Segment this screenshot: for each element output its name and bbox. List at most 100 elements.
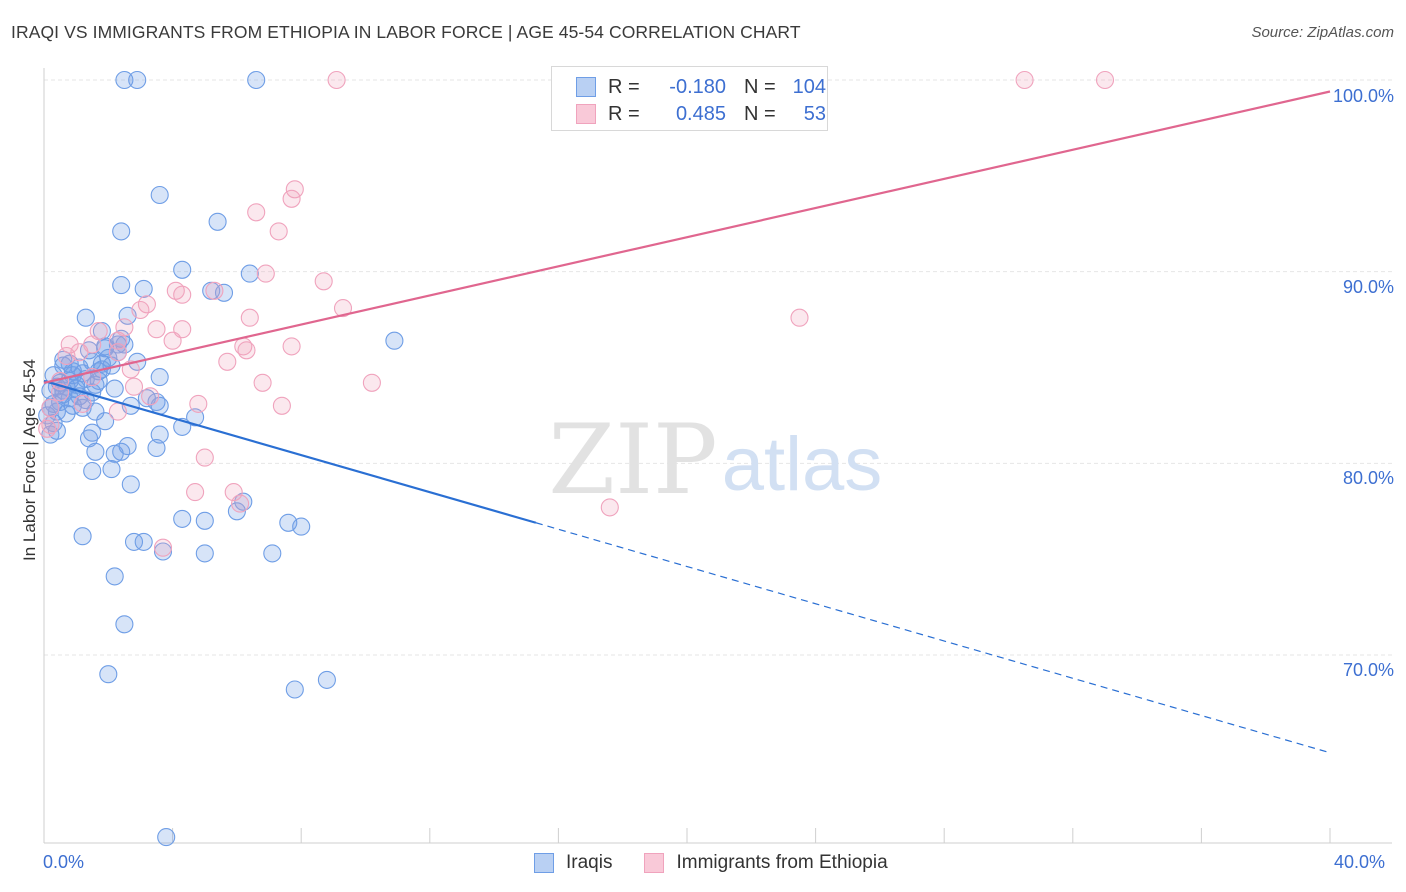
iraqi-point	[247, 70, 266, 90]
iraqi-point	[83, 461, 102, 481]
r-label: R =	[608, 75, 640, 98]
iraqi-point	[153, 542, 173, 561]
iraqis-trend-extension	[535, 522, 1331, 754]
iraqi-point	[73, 527, 92, 546]
ethiopia-point	[247, 203, 266, 222]
iraqi-point	[186, 408, 205, 427]
y-tick-100: 100.0%	[1332, 86, 1394, 106]
ethiopia-point	[141, 387, 160, 406]
watermark-atlas: atlas	[722, 422, 883, 507]
iraqi-point	[173, 509, 192, 528]
iraqi-point	[115, 70, 134, 90]
iraqi-point	[54, 356, 73, 375]
ethiopia-point	[256, 264, 275, 283]
ethiopia-point	[1015, 70, 1034, 90]
iraqi-point	[105, 379, 124, 398]
iraqi-point	[150, 368, 169, 387]
ethiopia-point	[600, 498, 619, 517]
iraqi-point	[234, 492, 253, 511]
n-label: N =	[744, 75, 776, 98]
ethiopia-point	[285, 180, 304, 199]
trend-lines	[43, 90, 1331, 754]
ethiopia-point	[231, 494, 250, 513]
ethiopia-point	[195, 448, 214, 467]
y-tick-80: 80.0%	[1342, 468, 1394, 488]
ethiopia-point	[327, 70, 346, 90]
ethiopia-point	[205, 281, 224, 300]
ethiopia-point	[282, 337, 301, 356]
r-value: 0.485	[675, 102, 726, 125]
iraqis-legend-label: Iraqis	[566, 852, 613, 873]
iraqi-point	[76, 308, 95, 327]
ethiopia-point	[186, 483, 205, 502]
iraqi-point	[195, 544, 214, 563]
x-tick-max: 40.0%	[1334, 852, 1386, 872]
correlation-legend: R = -0.180 N = 104 R = 0.485 N = 53	[551, 66, 828, 131]
x-tick-min: 0.0%	[43, 852, 85, 872]
iraqi-point	[292, 517, 311, 536]
n-value: 104	[792, 75, 826, 98]
iraqi-point	[173, 260, 192, 279]
ethiopia-point	[240, 308, 259, 327]
iraqis-legend-swatch	[534, 853, 554, 873]
ethiopia-legend-swatch	[644, 853, 665, 873]
iraqis-trend-line	[43, 379, 537, 524]
y-axis-label: In Labor Force | Age 45-54	[20, 359, 39, 561]
ethiopia-points	[38, 70, 1115, 557]
iraqi-point	[83, 423, 102, 442]
iraqi-point	[112, 442, 131, 461]
ethiopia-point	[153, 538, 173, 557]
ethiopia-point	[60, 335, 79, 354]
ethiopia-point	[790, 308, 809, 327]
ethiopia-trend-line	[43, 90, 1331, 384]
iraqi-point	[285, 680, 304, 699]
iraqi-point	[240, 264, 259, 283]
iraqi-point	[150, 185, 169, 205]
watermark-zip: ZIP	[548, 404, 717, 516]
iraqi-point	[385, 331, 404, 350]
iraqi-point	[115, 615, 134, 634]
iraqi-point	[134, 279, 153, 298]
ethiopia-point	[173, 285, 192, 304]
iraqi-point	[157, 828, 176, 847]
y-tick-70: 70.0%	[1342, 660, 1394, 680]
iraqi-point	[96, 412, 115, 431]
ethiopia-point	[333, 299, 353, 318]
iraqi-point	[195, 511, 214, 530]
iraqi-point	[105, 567, 124, 586]
iraqi-point	[105, 444, 124, 463]
gridlines	[44, 79, 1392, 656]
series-legend: Iraqis Immigrants from Ethiopia	[534, 852, 888, 874]
ethiopia-point	[224, 483, 243, 502]
iraqi-point	[128, 70, 147, 90]
ethiopia-point	[38, 419, 57, 438]
ethiopia-point	[1095, 70, 1115, 90]
y-tick-90: 90.0%	[1342, 277, 1394, 297]
iraqi-point	[317, 670, 336, 689]
ethiopia-swatch	[576, 104, 596, 124]
r-label: R =	[608, 102, 640, 125]
iraqi-point	[208, 212, 227, 231]
ethiopia-point	[41, 398, 60, 417]
iraqi-point	[121, 475, 140, 494]
ethiopia-point	[218, 352, 237, 371]
ethiopia-point	[237, 341, 256, 360]
iraqi-point	[112, 276, 131, 295]
ethiopia-point	[147, 320, 166, 339]
iraqi-point	[112, 329, 131, 348]
r-value: -0.180	[669, 75, 726, 98]
iraqi-point	[73, 398, 92, 417]
ethiopia-point	[314, 272, 333, 291]
iraqi-point	[86, 442, 105, 461]
iraqi-point	[99, 665, 118, 684]
ethiopia-point	[131, 300, 150, 320]
iraqi-point	[150, 425, 169, 444]
n-value: 53	[803, 102, 826, 125]
iraqi-point	[263, 544, 282, 563]
ethiopia-point	[51, 383, 70, 402]
ethiopia-point	[108, 343, 127, 362]
iraqi-point	[134, 532, 153, 551]
iraqi-point	[112, 222, 131, 241]
ethiopia-point	[253, 373, 272, 392]
